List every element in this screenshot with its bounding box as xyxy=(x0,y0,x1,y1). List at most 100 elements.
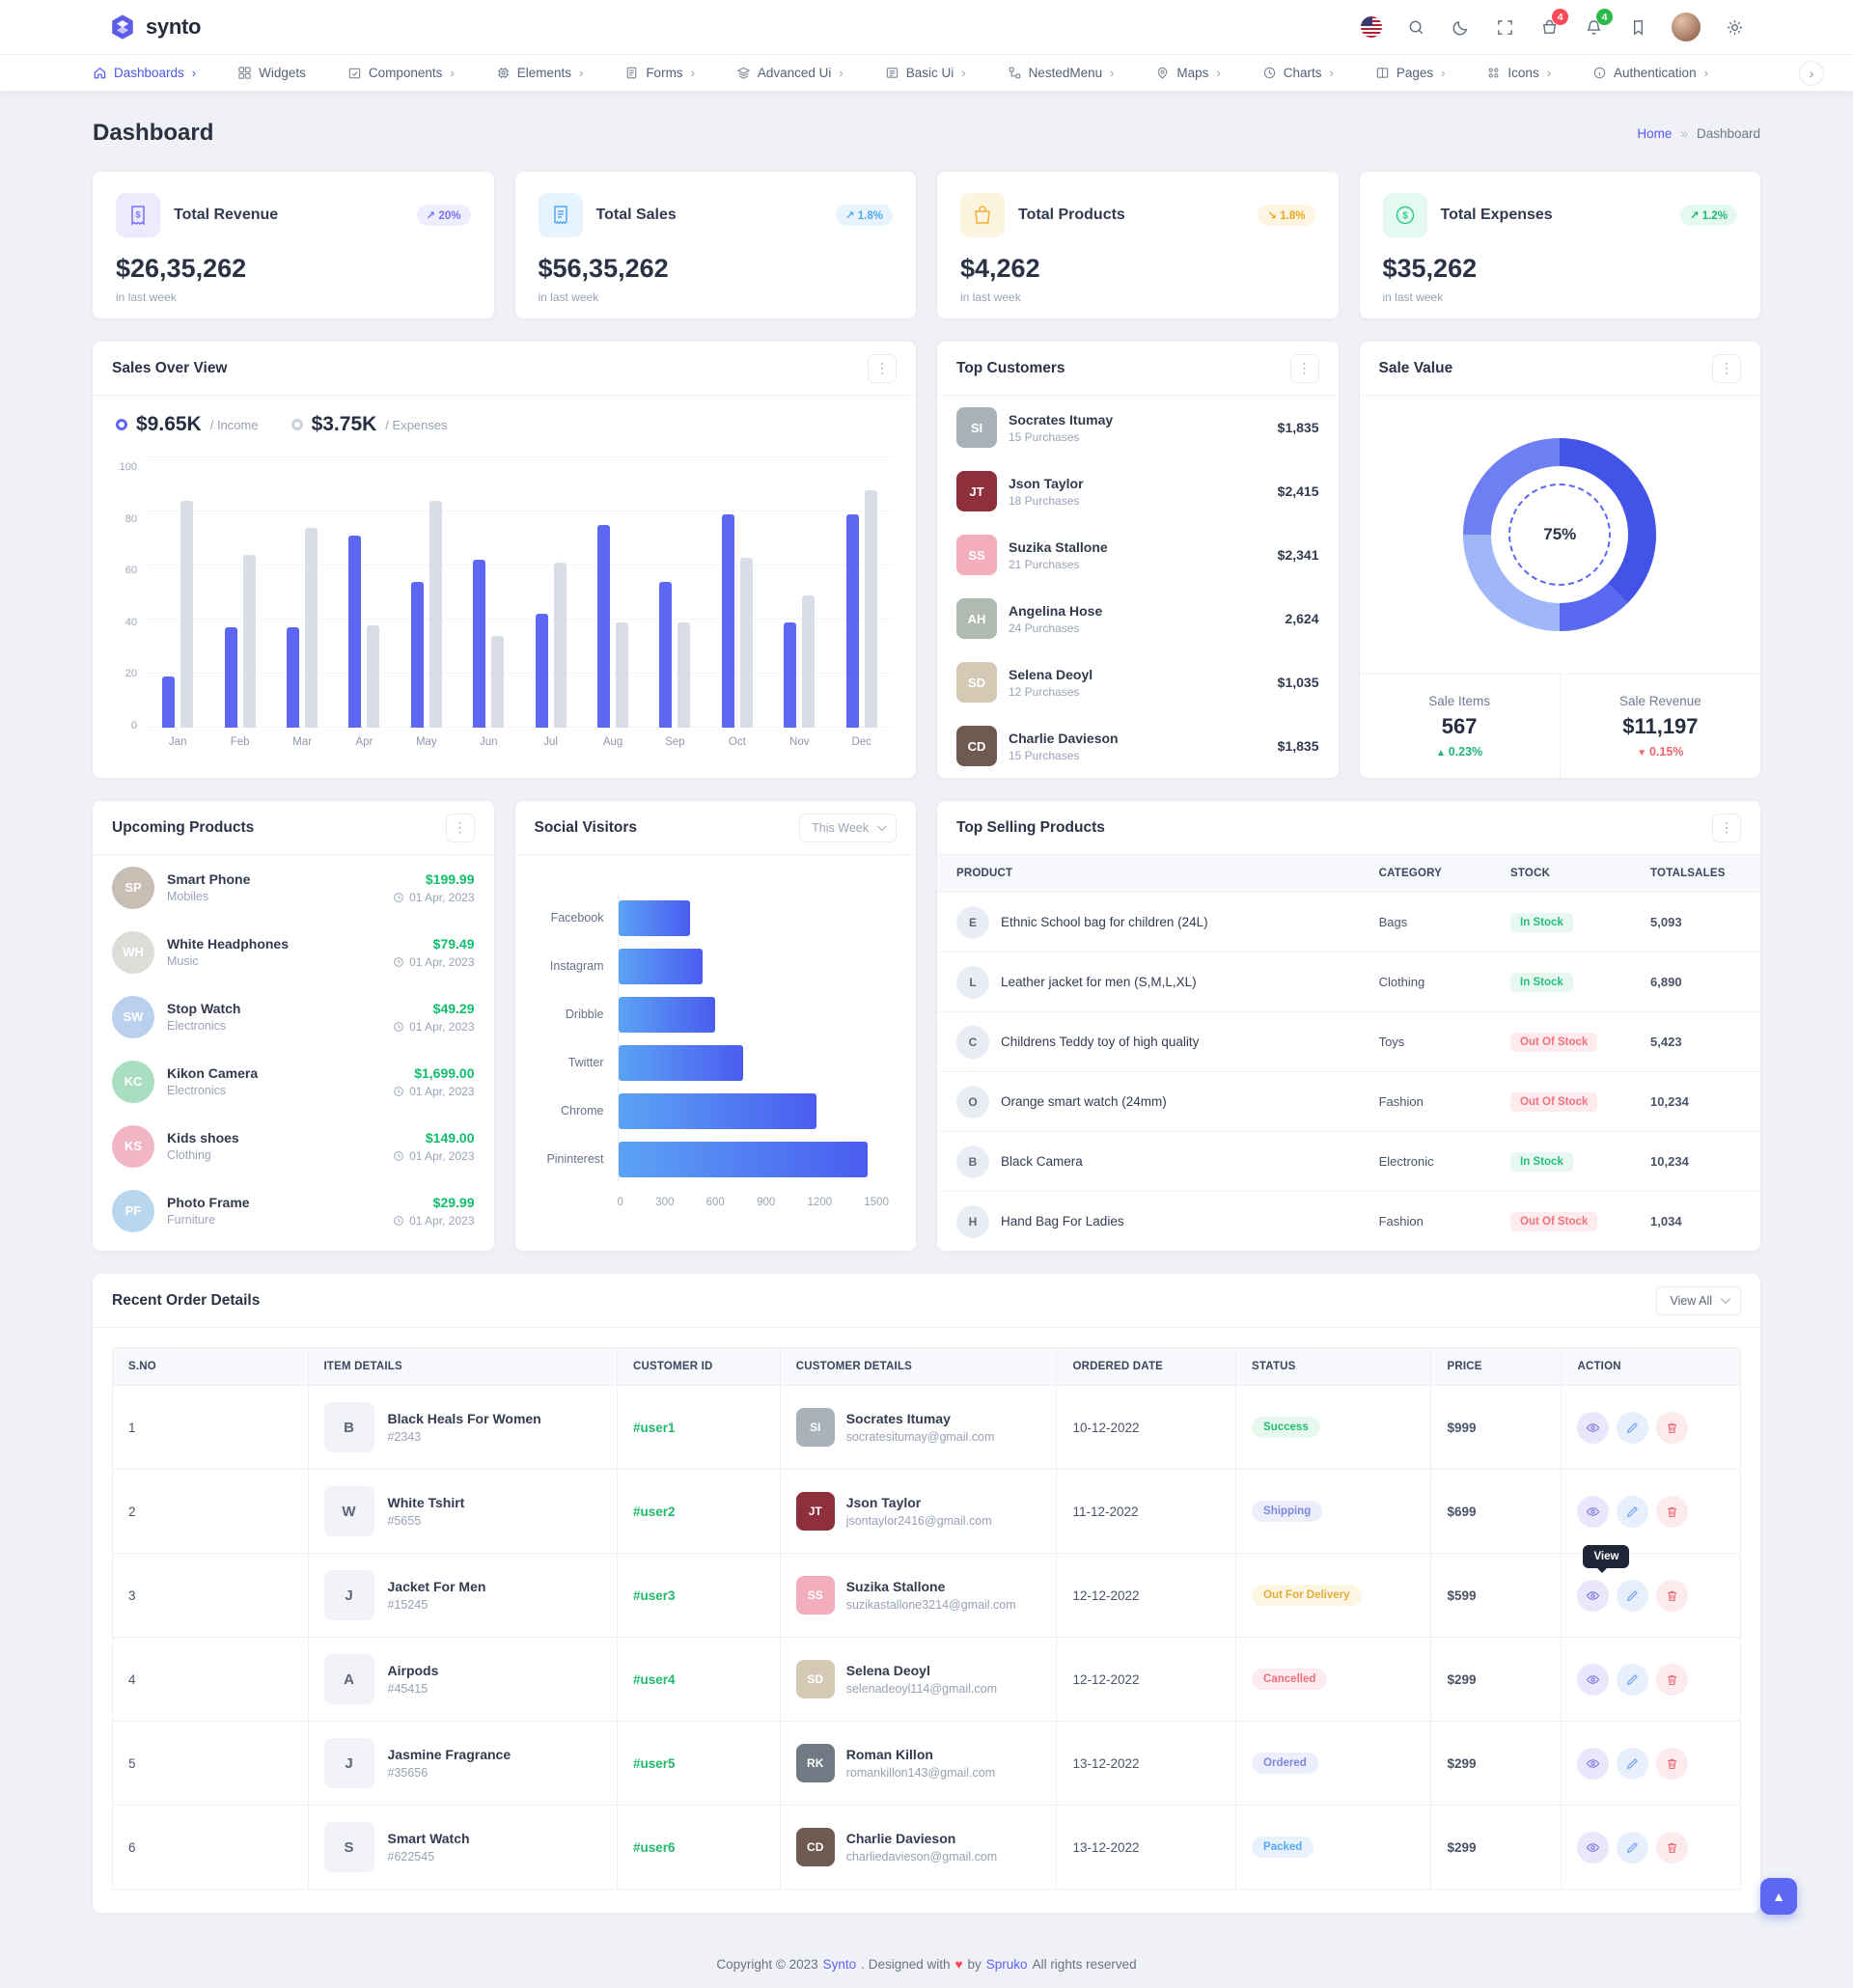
total-sales: 10,234 xyxy=(1637,1071,1760,1132)
edit-pencil-icon[interactable] xyxy=(1617,1663,1649,1696)
elements-icon xyxy=(496,66,511,80)
total-sales: 5,093 xyxy=(1637,892,1760,953)
pininterest-bar xyxy=(618,1141,868,1177)
customer-id[interactable]: #user1 xyxy=(633,1420,676,1435)
nav-item[interactable]: Advanced Ui › xyxy=(736,66,844,80)
delete-trash-icon[interactable] xyxy=(1656,1663,1689,1696)
fullscreen-icon[interactable] xyxy=(1494,16,1515,38)
card-menu-icon[interactable]: ⋮ xyxy=(868,353,897,383)
status-badge: Shipping xyxy=(1252,1501,1323,1522)
cart-icon[interactable]: 4 xyxy=(1538,9,1568,38)
status-badge: Ordered xyxy=(1252,1753,1318,1774)
item-id: #15245 xyxy=(387,1598,429,1612)
search-icon[interactable] xyxy=(1405,16,1426,38)
card-menu-icon[interactable]: ⋮ xyxy=(1712,353,1741,383)
nav-item-label: Authentication xyxy=(1614,66,1697,80)
edit-pencil-icon[interactable] xyxy=(1617,1411,1649,1444)
expenses-bar xyxy=(802,594,816,728)
nav-item[interactable]: Charts › xyxy=(1262,66,1334,80)
nav-item[interactable]: Components › xyxy=(347,66,455,80)
customer-id[interactable]: #user5 xyxy=(633,1755,676,1771)
nav-item[interactable]: Maps › xyxy=(1155,66,1221,80)
card-title: Sale Value xyxy=(1378,359,1453,376)
view-eye-icon[interactable] xyxy=(1577,1411,1610,1444)
stat-caption: in last week xyxy=(960,290,1021,304)
nav-item-label: Charts xyxy=(1283,66,1322,80)
order-row: 1 B Black Heals For Women #2343 xyxy=(112,1385,1741,1470)
customer-id[interactable]: #user3 xyxy=(633,1588,676,1603)
card-menu-icon[interactable]: ⋮ xyxy=(1289,353,1319,383)
customer-avatar: SD xyxy=(795,1660,835,1698)
orders-table: S.NO ITEM DETAILS CUSTOMER ID CUSTOMER D… xyxy=(112,1347,1741,1890)
nav-item[interactable]: NestedMenu › xyxy=(1008,66,1114,80)
customer-avatar: JT xyxy=(956,471,997,511)
stat-value: $56,35,262 xyxy=(538,254,669,283)
nav-scroll-right-icon[interactable]: › xyxy=(1799,61,1824,86)
edit-pencil-icon[interactable] xyxy=(1617,1747,1649,1780)
view-all-button[interactable]: View All xyxy=(1656,1285,1741,1315)
view-eye-icon[interactable] xyxy=(1577,1495,1610,1528)
view-eye-icon[interactable] xyxy=(1577,1579,1610,1612)
week-range-select[interactable]: This Week xyxy=(799,813,897,842)
social-visitors-card: Social Visitors This Week Facebook Instag… xyxy=(514,801,916,1251)
delete-trash-icon[interactable] xyxy=(1656,1495,1689,1528)
order-serial: 4 xyxy=(112,1637,309,1722)
nav-item[interactable]: Basic Ui › xyxy=(885,66,966,80)
footer-synto-link[interactable]: Synto xyxy=(822,1956,857,1972)
column-header: ACTION xyxy=(1561,1347,1741,1386)
upcoming-products-list: SP Smart Phone Mobiles $199.99 01 Apr, 2… xyxy=(93,855,494,1243)
order-serial: 5 xyxy=(112,1721,309,1806)
expenses-bar xyxy=(739,557,753,728)
nav-item[interactable]: Pages › xyxy=(1375,66,1445,80)
product-image: B xyxy=(956,1145,989,1178)
bookmark-icon[interactable] xyxy=(1627,16,1648,38)
delete-trash-icon[interactable] xyxy=(1656,1747,1689,1780)
item-image: S xyxy=(323,1822,374,1872)
customer-id[interactable]: #user6 xyxy=(633,1839,676,1855)
column-header: STATUS xyxy=(1235,1347,1432,1386)
customer-id[interactable]: #user4 xyxy=(633,1671,676,1687)
nav-item[interactable]: Elements › xyxy=(496,66,583,80)
nav-item[interactable]: Forms › xyxy=(624,66,695,80)
user-avatar[interactable] xyxy=(1672,13,1701,41)
edit-pencil-icon[interactable] xyxy=(1617,1831,1649,1864)
scroll-to-top-button[interactable]: ▲ xyxy=(1760,1878,1797,1915)
product-image: C xyxy=(956,1025,989,1059)
product-image: L xyxy=(956,965,989,999)
ordered-date: 12-12-2022 xyxy=(1056,1637,1237,1722)
breadcrumb-home[interactable]: Home xyxy=(1637,125,1673,141)
income-bar xyxy=(410,581,424,728)
nav-item[interactable]: Dashboards › xyxy=(93,66,196,80)
customer-id[interactable]: #user2 xyxy=(633,1504,676,1519)
nav-item[interactable]: Widgets xyxy=(237,66,306,80)
delete-trash-icon[interactable] xyxy=(1656,1579,1689,1612)
card-menu-icon[interactable]: ⋮ xyxy=(445,813,475,842)
app-logo[interactable]: synto xyxy=(108,13,201,41)
product-name: Leather jacket for men (S,M,L,XL) xyxy=(1001,975,1197,989)
edit-pencil-icon[interactable] xyxy=(1617,1579,1649,1612)
delete-trash-icon[interactable] xyxy=(1656,1411,1689,1444)
customer-name: Socrates Itumay xyxy=(1009,411,1114,428)
product-image: KC xyxy=(112,1060,154,1103)
view-eye-icon[interactable] xyxy=(1577,1831,1610,1864)
breadcrumb-current: Dashboard xyxy=(1696,125,1760,141)
card-menu-icon[interactable]: ⋮ xyxy=(1712,813,1741,842)
delete-trash-icon[interactable] xyxy=(1656,1831,1689,1864)
customer-avatar: AH xyxy=(956,598,997,639)
expenses-bar xyxy=(864,489,877,728)
chevron-down-icon: › xyxy=(839,66,844,80)
language-flag-icon[interactable] xyxy=(1361,16,1382,38)
notifications-bell-icon[interactable]: 4 xyxy=(1583,9,1613,38)
nav-item[interactable]: Authentication › xyxy=(1592,66,1708,80)
settings-gear-icon[interactable] xyxy=(1724,16,1745,38)
legend-item: $3.75K / Expenses xyxy=(290,413,448,436)
edit-pencil-icon[interactable] xyxy=(1617,1495,1649,1528)
dark-mode-moon-icon[interactable] xyxy=(1450,16,1471,38)
view-eye-icon[interactable] xyxy=(1577,1663,1610,1696)
card-title: Sales Over View xyxy=(112,359,228,376)
footer-spruko-link[interactable]: Spruko xyxy=(985,1956,1028,1972)
nav-item[interactable]: Icons › xyxy=(1486,66,1551,80)
view-eye-icon[interactable] xyxy=(1577,1747,1610,1780)
column-header: PRICE xyxy=(1430,1347,1563,1386)
customer-avatar: SI xyxy=(795,1408,835,1447)
